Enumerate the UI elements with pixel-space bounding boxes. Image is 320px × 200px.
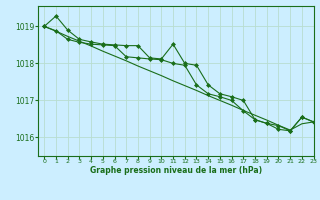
X-axis label: Graphe pression niveau de la mer (hPa): Graphe pression niveau de la mer (hPa): [90, 166, 262, 175]
